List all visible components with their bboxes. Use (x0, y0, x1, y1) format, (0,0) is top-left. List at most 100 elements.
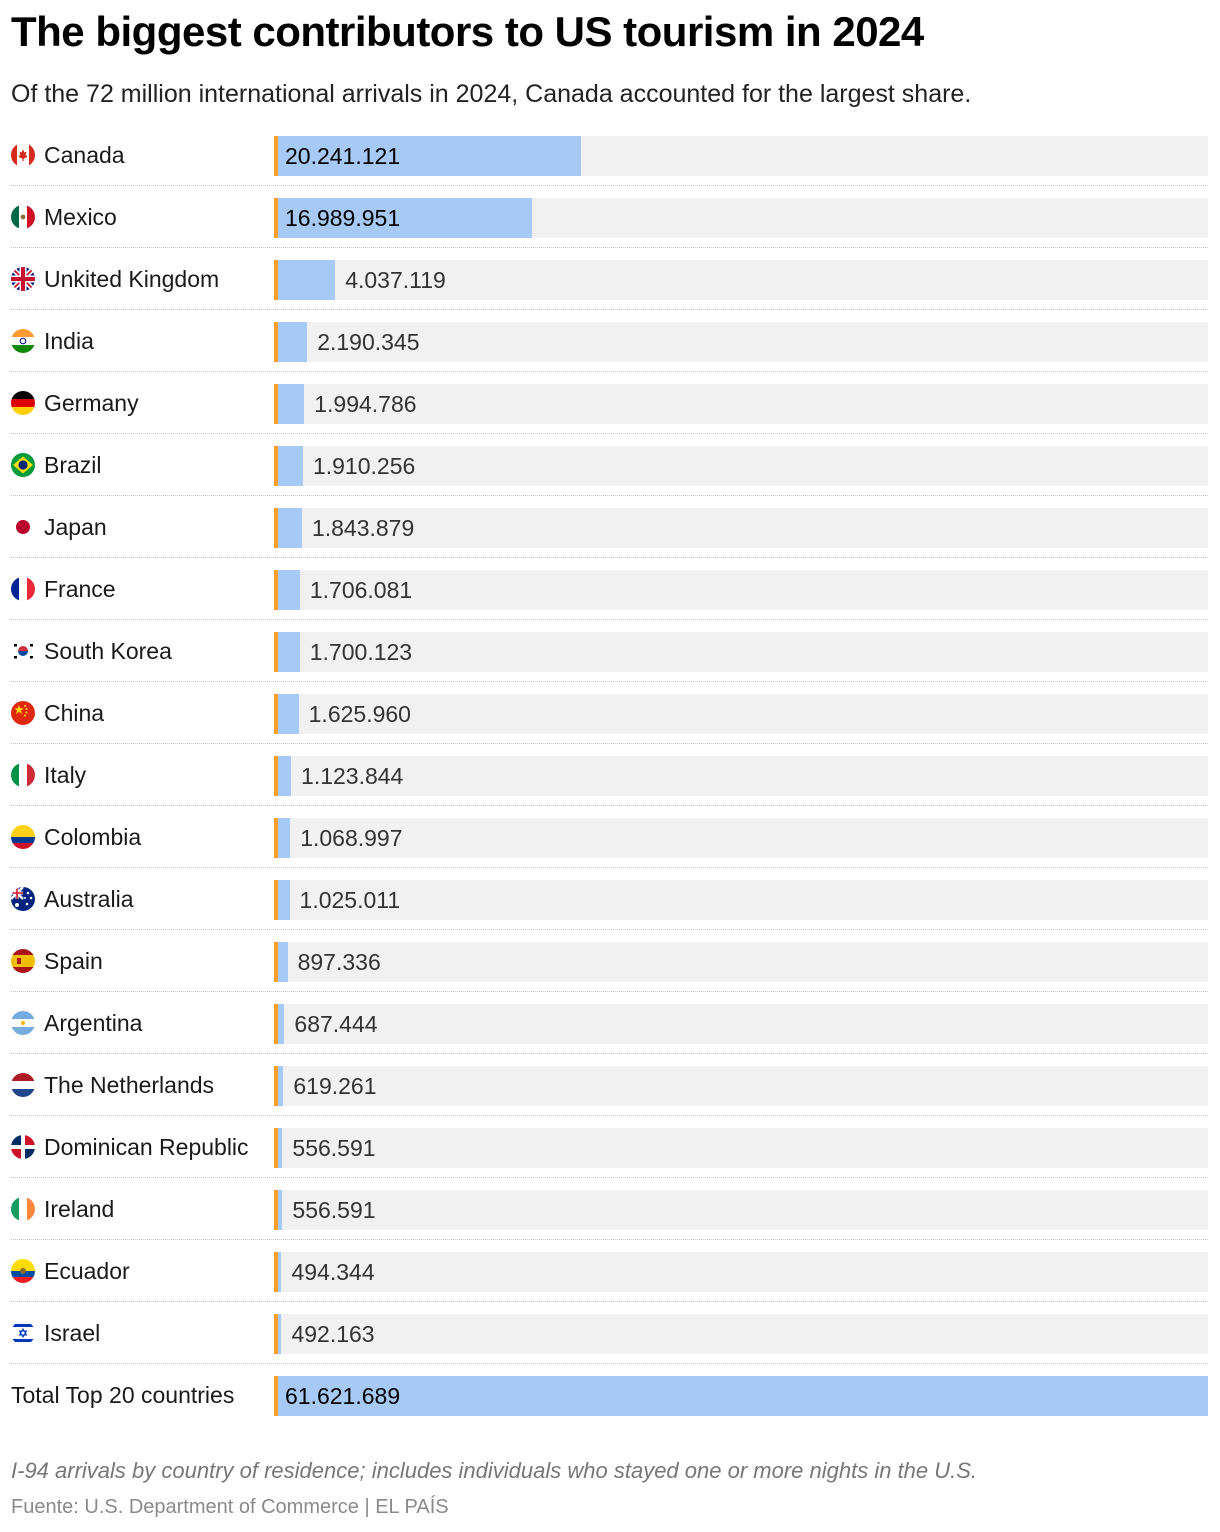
value-label: 4.037.119 (345, 267, 446, 293)
bar (274, 508, 302, 548)
bar-baseline (274, 1190, 278, 1230)
category-label-cell: The Netherlands (11, 1054, 269, 1116)
bar-baseline (274, 322, 278, 362)
bar (274, 136, 581, 176)
value-label: 492.163 (291, 1321, 375, 1347)
bar-track (274, 1004, 1208, 1044)
colombia-flag-icon (11, 825, 35, 849)
bar-track (274, 880, 1208, 920)
category-label-cell: Argentina (11, 992, 269, 1054)
category-label-cell: Colombia (11, 806, 269, 868)
value-label: 61.621.689 (285, 1383, 401, 1409)
category-label: Canada (44, 141, 125, 168)
bar (274, 1066, 284, 1106)
category-label-cell: South Korea (11, 620, 269, 682)
bar-track (274, 1066, 1208, 1106)
category-label-cell: Ireland (11, 1178, 269, 1240)
bar-track (274, 384, 1208, 424)
bar-row: Dominican Republic 556.591 (11, 1116, 1208, 1178)
category-label: Spain (44, 947, 103, 974)
bar (274, 260, 336, 300)
bar (274, 632, 300, 672)
value-label: 494.344 (291, 1259, 375, 1285)
bar-row: South Korea 1.700.123 (11, 620, 1208, 682)
bar-track (274, 1314, 1208, 1354)
bar-row: Germany 1.994.786 (11, 372, 1208, 434)
value-label: 1.910.256 (312, 453, 416, 479)
bar-baseline (274, 446, 278, 486)
bar (274, 384, 305, 424)
category-label-cell: Unkited Kingdom (11, 248, 269, 310)
value-label: 556.591 (292, 1197, 376, 1223)
bar-track (274, 942, 1208, 982)
category-label: Israel (44, 1319, 101, 1346)
bar (274, 818, 291, 858)
bar-baseline (274, 756, 278, 796)
india-flag-icon (11, 329, 35, 353)
bar-row: India 2.190.345 (11, 310, 1208, 372)
bar (274, 322, 308, 362)
category-label-cell: Brazil (11, 434, 269, 496)
chart-source: Fuente: U.S. Department of Commerce | EL… (11, 1496, 449, 1518)
japan-flag-icon (11, 515, 35, 539)
bar-baseline (274, 1004, 278, 1044)
bar-baseline (274, 136, 278, 176)
category-label-cell: Spain (11, 930, 269, 992)
total-row: Total Top 20 countries 61.621.689 (11, 1364, 1208, 1426)
category-label-cell: Total Top 20 countries (11, 1364, 269, 1426)
category-label-cell: Germany (11, 372, 269, 434)
category-label-cell: China (11, 682, 269, 744)
bar-track (274, 1252, 1208, 1292)
category-label-cell: France (11, 558, 269, 620)
bar-row: Australia 1.025.011 (11, 868, 1208, 930)
value-label: 1.123.844 (301, 763, 404, 789)
bar-track (274, 632, 1208, 672)
bar-baseline (274, 942, 278, 982)
category-label: Brazil (44, 451, 102, 478)
category-label: Colombia (44, 823, 142, 850)
bar-row: China 1.625.960 (11, 682, 1208, 744)
bar-baseline (274, 818, 278, 858)
israel-flag-icon (11, 1321, 35, 1345)
bar-row: Israel 492.163 (11, 1302, 1208, 1364)
category-label: Australia (44, 885, 134, 912)
uk-flag-icon (11, 267, 35, 291)
value-label: 897.336 (297, 949, 381, 975)
bar (274, 1004, 285, 1044)
category-label: China (44, 699, 105, 726)
value-label: 1.843.879 (311, 515, 415, 541)
bar-track (274, 1128, 1208, 1168)
category-label-cell: Japan (11, 496, 269, 558)
bar-baseline (274, 1376, 278, 1416)
value-label: 556.591 (292, 1135, 376, 1161)
value-label: 687.444 (294, 1011, 378, 1037)
category-label-cell: Ecuador (11, 1240, 269, 1302)
chart-subtitle: Of the 72 million international arrivals… (11, 80, 972, 108)
category-label-cell: Australia (11, 868, 269, 930)
dominican-republic-flag-icon (11, 1135, 35, 1159)
ireland-flag-icon (11, 1197, 35, 1221)
bar (274, 756, 292, 796)
bar-baseline (274, 1066, 278, 1106)
value-label: 1.700.123 (309, 639, 413, 665)
category-label: Dominican Republic (44, 1133, 249, 1160)
bar-track (274, 570, 1208, 610)
australia-flag-icon (11, 887, 35, 911)
category-label-cell: Canada (11, 124, 269, 186)
bar-track (274, 1190, 1208, 1230)
argentina-flag-icon (11, 1011, 35, 1035)
bar-track (274, 818, 1208, 858)
category-label-cell: Dominican Republic (11, 1116, 269, 1178)
bar-row: Colombia 1.068.997 (11, 806, 1208, 868)
bar (274, 1128, 283, 1168)
bar-baseline (274, 198, 278, 238)
netherlands-flag-icon (11, 1073, 35, 1097)
bar-row: Ecuador 494.344 (11, 1240, 1208, 1302)
bar-track (274, 508, 1208, 548)
value-label: 16.989.951 (285, 205, 401, 231)
category-label-cell: Mexico (11, 186, 269, 248)
value-label: 619.261 (293, 1073, 377, 1099)
bar (274, 1190, 283, 1230)
bar-row: Italy 1.123.844 (11, 744, 1208, 806)
canada-flag-icon (11, 143, 35, 167)
